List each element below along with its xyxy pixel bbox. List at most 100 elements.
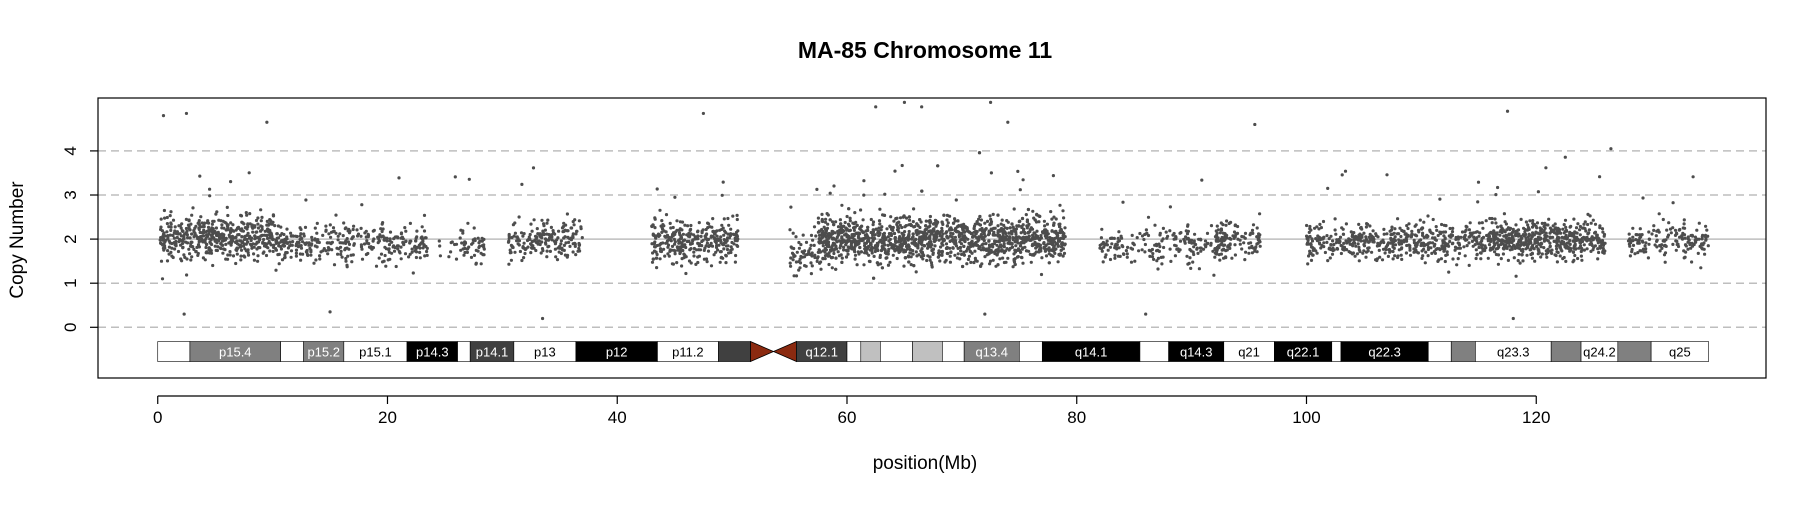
data-point (510, 235, 514, 240)
data-point (1014, 232, 1018, 236)
data-point (1589, 221, 1593, 225)
data-point (241, 221, 245, 225)
data-point (453, 175, 457, 179)
data-point (1548, 226, 1552, 230)
data-point (1418, 218, 1422, 222)
data-point (376, 241, 380, 245)
data-point (1228, 246, 1232, 250)
data-point (1364, 250, 1369, 254)
data-point (1140, 248, 1144, 252)
data-point (861, 231, 866, 235)
data-point (965, 226, 969, 230)
data-point (1683, 243, 1688, 247)
data-point (669, 226, 673, 230)
band-label: q23.3 (1497, 345, 1530, 360)
data-point (264, 253, 269, 258)
data-point (727, 223, 731, 227)
data-point (1050, 217, 1054, 221)
data-point (1035, 234, 1039, 238)
data-point (975, 220, 979, 224)
data-point (1026, 207, 1030, 212)
data-point (1342, 241, 1346, 245)
data-point (183, 255, 187, 259)
data-point (878, 222, 882, 226)
data-point (1233, 253, 1237, 257)
data-point (701, 111, 705, 116)
data-point (898, 216, 903, 220)
data-point (1499, 242, 1503, 247)
data-point (1221, 223, 1225, 227)
data-point (418, 246, 422, 250)
data-point (1467, 235, 1471, 239)
data-point (1428, 241, 1432, 245)
data-point (1681, 231, 1685, 235)
data-point (1533, 238, 1537, 242)
data-point (1155, 249, 1159, 253)
data-point (1553, 253, 1557, 257)
data-point (914, 230, 919, 234)
data-point (191, 206, 195, 210)
data-point (364, 235, 368, 239)
data-point (1371, 229, 1375, 233)
data-point (1489, 239, 1493, 244)
data-point (189, 258, 193, 262)
data-point (962, 224, 966, 228)
data-point (1100, 227, 1104, 231)
data-point (294, 251, 298, 255)
data-point (870, 251, 874, 255)
data-point (201, 256, 205, 260)
data-point (425, 253, 429, 257)
data-point (1329, 243, 1333, 247)
data-point (1378, 255, 1382, 259)
data-point (190, 255, 194, 259)
data-point (856, 231, 861, 235)
data-point (1580, 239, 1585, 244)
data-point (1517, 252, 1521, 256)
data-point (1579, 254, 1583, 258)
data-point (1520, 253, 1524, 257)
data-point (1456, 237, 1460, 241)
data-point (1467, 241, 1471, 245)
data-point (1579, 244, 1583, 248)
data-point (1367, 246, 1371, 250)
data-point (999, 222, 1003, 226)
data-point (304, 198, 308, 202)
ideogram-band (157, 341, 191, 362)
data-point (1327, 237, 1331, 241)
data-point (1548, 241, 1552, 245)
data-point (975, 236, 979, 240)
ideogram-band (280, 341, 304, 362)
data-point (1043, 249, 1047, 253)
data-point (1368, 224, 1372, 228)
data-point (1058, 203, 1062, 207)
data-point (1393, 227, 1397, 231)
data-point (681, 232, 686, 236)
data-point (521, 234, 525, 238)
data-point (305, 241, 309, 245)
data-point (873, 249, 877, 254)
data-point (987, 252, 991, 256)
data-point (903, 256, 908, 260)
data-point (655, 266, 659, 270)
data-point (226, 213, 230, 218)
data-point (1690, 244, 1695, 248)
data-point (689, 223, 693, 228)
data-point (712, 236, 716, 240)
band-label: p14.1 (476, 345, 509, 360)
data-point (1571, 260, 1575, 264)
data-point (387, 247, 391, 251)
data-point (1631, 239, 1635, 243)
data-point (1529, 237, 1533, 241)
data-point (913, 224, 917, 229)
data-point (1152, 257, 1156, 261)
data-point (1311, 253, 1315, 257)
data-point (988, 214, 992, 218)
data-point (1453, 248, 1457, 252)
data-point (520, 182, 524, 186)
data-point (1408, 253, 1413, 257)
data-point (1035, 229, 1039, 233)
data-point (548, 236, 552, 240)
data-point (982, 235, 986, 239)
data-point (1492, 229, 1496, 233)
data-point (668, 248, 672, 252)
